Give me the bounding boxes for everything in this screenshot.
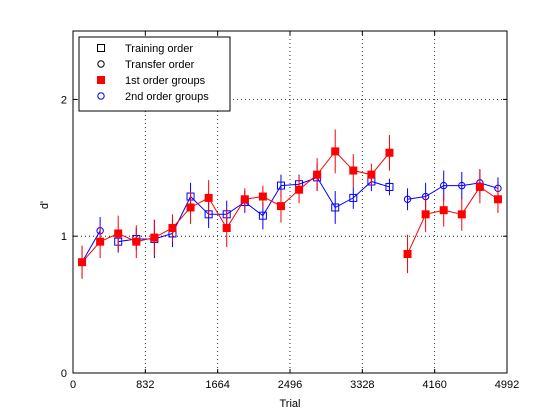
second-order-circle-marker xyxy=(458,181,466,190)
x-tick-label: 2496 xyxy=(278,379,302,391)
x-tick-label: 0 xyxy=(70,379,76,391)
legend-circle-marker xyxy=(97,60,105,68)
x-tick-label: 4992 xyxy=(495,379,519,391)
legend-circle-marker xyxy=(97,92,105,100)
first-order-square-marker xyxy=(421,210,430,219)
legend-label: 2nd order groups xyxy=(125,91,209,103)
first-order-square-marker xyxy=(367,170,376,179)
x-tick-label: 832 xyxy=(136,379,154,391)
first-order-square-marker xyxy=(204,193,213,202)
ticks: 0 832 1664 2496 3328 4160 4992 0 1 2 xyxy=(61,31,519,391)
series-group xyxy=(78,129,502,279)
second-order-series-line xyxy=(118,176,390,243)
first-order-square-marker xyxy=(132,237,141,246)
legend-label: Training order xyxy=(125,43,193,55)
legend: Training order Transfer order 1st order gr… xyxy=(78,36,231,112)
second-order-square-marker xyxy=(385,182,394,191)
first-order-square-marker xyxy=(493,195,502,204)
first-order-square-marker xyxy=(168,223,177,232)
legend-square-marker xyxy=(97,76,105,84)
first-order-square-marker xyxy=(150,233,159,242)
series-layer xyxy=(78,129,502,279)
second-order-square-marker xyxy=(258,211,267,220)
first-order-square-marker xyxy=(457,210,466,219)
first-order-square-marker xyxy=(258,192,267,201)
second-order-circle-marker xyxy=(440,181,448,190)
second-order-square-marker xyxy=(276,181,285,190)
first-order-square-marker xyxy=(439,206,448,215)
first-order-square-marker xyxy=(114,229,123,238)
first-order-square-marker xyxy=(475,182,484,191)
first-order-square-marker xyxy=(276,202,285,211)
first-order-square-marker xyxy=(349,166,358,175)
x-tick-label: 4160 xyxy=(422,379,446,391)
second-order-series-line xyxy=(81,230,101,263)
first-order-square-marker xyxy=(240,195,249,204)
first-order-square-marker xyxy=(331,147,340,156)
first-order-square-marker xyxy=(78,258,87,267)
first-order-square-marker xyxy=(295,185,304,194)
x-tick-label: 3328 xyxy=(350,379,374,391)
second-order-circle-marker xyxy=(403,195,412,203)
legend-label: 1st order groups xyxy=(125,75,206,87)
first-order-square-marker xyxy=(186,203,195,212)
first-order-square-marker xyxy=(313,170,322,179)
first-order-square-marker xyxy=(222,223,231,232)
legend-square-marker xyxy=(97,44,105,52)
x-axis-label: Trial xyxy=(280,398,301,410)
y-tick-label: 1 xyxy=(61,231,67,243)
legend-label: Transfer order xyxy=(125,59,195,71)
y-axis-label: d' xyxy=(39,201,51,209)
second-order-square-marker xyxy=(349,193,358,202)
y-tick-label: 0 xyxy=(61,368,67,380)
second-order-square-marker xyxy=(331,203,340,212)
x-tick-label: 1664 xyxy=(205,379,229,391)
first-order-square-marker xyxy=(385,148,394,157)
y-tick-label: 2 xyxy=(61,94,67,106)
first-order-square-marker xyxy=(403,249,412,258)
first-order-square-marker xyxy=(96,237,105,246)
